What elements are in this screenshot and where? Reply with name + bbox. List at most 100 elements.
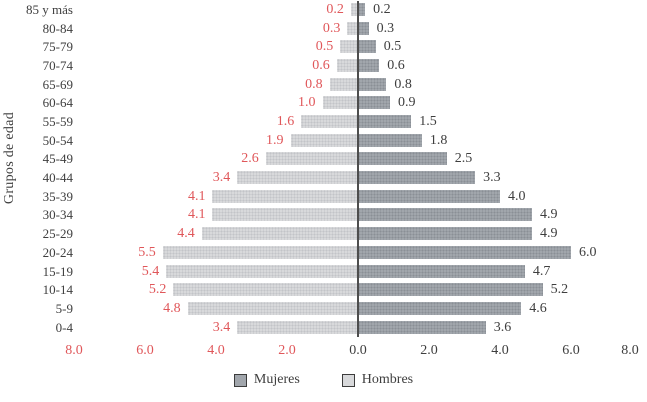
legend: Mujeres Hombres	[0, 372, 647, 388]
value-label-mujeres: 0.5	[383, 39, 402, 55]
value-label-hombres: 1.6	[276, 114, 295, 130]
age-label: 25-29	[42, 226, 73, 242]
pyramid-bar-mujeres	[358, 152, 447, 166]
value-label-hombres: 5.2	[148, 282, 167, 298]
age-label: 85 y más	[26, 2, 73, 17]
value-label-hombres: 0.2	[326, 2, 344, 17]
value-label-hombres: 5.4	[141, 263, 160, 279]
pyramid-bar-hombres	[237, 320, 358, 334]
x-tick-right: 0.0	[349, 343, 367, 358]
pyramid-bar-mujeres	[358, 320, 486, 334]
value-label-mujeres: 5.2	[550, 282, 569, 298]
value-label-mujeres: 4.0	[508, 188, 526, 204]
value-label-mujeres: 0.8	[394, 76, 412, 92]
value-label-hombres: 4.1	[187, 188, 206, 204]
value-label-mujeres: 0.9	[397, 95, 416, 111]
pyramid-bar-hombres	[329, 77, 358, 91]
age-label: 15-19	[42, 263, 73, 279]
value-label-mujeres: 2.5	[454, 151, 473, 167]
value-label-hombres: 3.4	[212, 170, 231, 186]
x-tick-right: 6.0	[562, 343, 580, 358]
value-label-hombres: 3.4	[212, 319, 231, 335]
pyramid-bar-hombres	[350, 3, 358, 16]
pyramid-bar-hombres	[347, 21, 358, 35]
pyramid-bar-hombres	[340, 40, 358, 54]
legend-item-hombres: Hombres	[341, 372, 414, 388]
pyramid-bar-hombres	[322, 96, 358, 110]
pyramid-bar-mujeres	[358, 77, 387, 91]
value-label-mujeres: 4.9	[539, 207, 558, 223]
pyramid-bar-mujeres	[358, 245, 571, 259]
value-label-mujeres: 4.7	[532, 263, 551, 279]
value-label-hombres: 0.6	[312, 58, 330, 74]
pyramid-bar-hombres	[212, 208, 358, 222]
pyramid-bar-mujeres	[358, 21, 369, 35]
x-tick-left: 8.0	[65, 343, 83, 358]
pyramid-bar-hombres	[187, 301, 358, 315]
mujeres-swatch-icon	[233, 373, 247, 387]
age-label: 0-4	[55, 319, 73, 335]
value-label-mujeres: 4.6	[529, 300, 547, 316]
value-label-hombres: 4.8	[163, 300, 181, 316]
value-label-mujeres: 1.5	[419, 114, 437, 130]
age-label: 70-74	[42, 58, 73, 74]
x-tick-left: 2.0	[278, 343, 296, 358]
pyramid-bar-hombres	[173, 283, 358, 297]
value-label-hombres: 1.9	[266, 132, 284, 148]
pyramid-bar-mujeres	[358, 40, 376, 54]
pyramid-bar-mujeres	[358, 59, 380, 73]
value-label-mujeres: 3.6	[493, 319, 512, 335]
pyramid-bar-mujeres	[358, 264, 525, 278]
pyramid-bar-hombres	[336, 59, 358, 73]
pyramid-bar-mujeres	[358, 283, 543, 297]
pyramid-bar-hombres	[301, 115, 358, 129]
x-tick-right: 8.0	[621, 343, 639, 358]
x-tick-left: 4.0	[207, 343, 225, 358]
value-label-hombres: 0.5	[315, 39, 334, 55]
value-label-hombres: 0.8	[305, 76, 323, 92]
value-label-mujeres: 0.3	[376, 20, 395, 36]
pyramid-bar-hombres	[290, 133, 358, 147]
value-label-mujeres: 0.6	[387, 58, 405, 74]
x-tick-right: 2.0	[420, 343, 438, 358]
pyramid-bar-mujeres	[358, 189, 500, 203]
legend-label-mujeres: Mujeres	[253, 372, 300, 387]
legend-label-hombres: Hombres	[361, 372, 414, 387]
value-label-mujeres: 1.8	[429, 132, 448, 148]
age-label: 65-69	[42, 76, 73, 92]
pyramid-bar-mujeres	[358, 133, 422, 147]
age-label: 5-9	[55, 300, 73, 316]
pyramid-bar-mujeres	[358, 115, 412, 129]
age-label: 75-79	[42, 39, 73, 55]
pyramid-bar-mujeres	[358, 301, 522, 315]
pyramid-bar-hombres	[212, 189, 358, 203]
value-label-mujeres: 0.2	[373, 2, 391, 17]
age-label: 10-14	[42, 282, 73, 298]
age-label: 50-54	[42, 132, 73, 148]
age-label: 30-34	[42, 207, 73, 223]
pyramid-bar-mujeres	[358, 96, 390, 110]
pyramid-bar-mujeres	[358, 227, 532, 241]
x-tick-right: 4.0	[491, 343, 509, 358]
value-label-mujeres: 3.3	[483, 170, 501, 186]
pyramid-bar-mujeres	[358, 171, 476, 185]
age-label: 55-59	[42, 114, 73, 130]
age-label: 35-39	[42, 188, 73, 204]
value-label-hombres: 5.5	[138, 244, 156, 260]
hombres-swatch-icon	[341, 373, 355, 387]
value-label-hombres: 1.0	[298, 95, 316, 111]
pyramid-bar-hombres	[162, 245, 358, 259]
x-tick-left: 6.0	[136, 343, 154, 358]
pyramid-bar-hombres	[265, 152, 358, 166]
age-label: 80-84	[42, 20, 73, 36]
age-label: 60-64	[42, 95, 73, 111]
value-label-hombres: 4.4	[177, 226, 195, 242]
pyramid-bar-hombres	[201, 227, 358, 241]
pyramid-bar-hombres	[166, 264, 358, 278]
value-label-mujeres: 4.9	[539, 226, 558, 242]
value-label-hombres: 2.6	[241, 151, 259, 167]
age-label: 45-49	[42, 151, 73, 167]
age-label: 40-44	[42, 170, 73, 186]
age-label: 20-24	[42, 244, 73, 260]
